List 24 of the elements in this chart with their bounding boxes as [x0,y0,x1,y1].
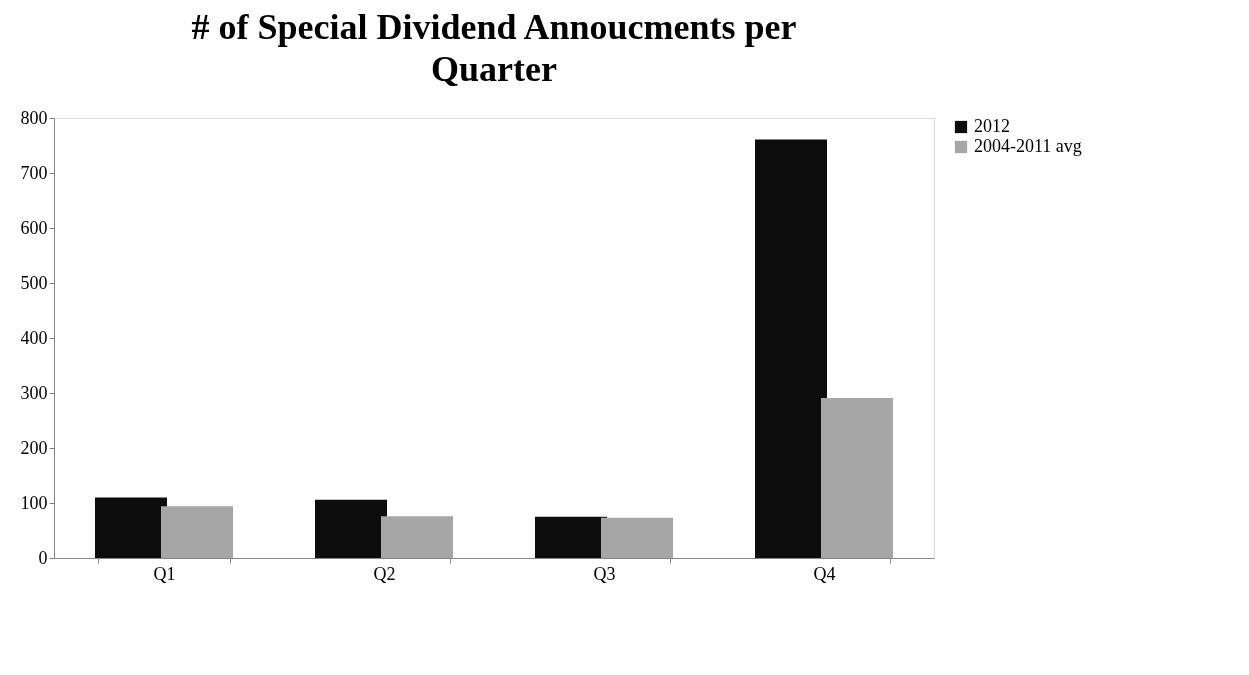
x-tick-label: Q3 [593,563,616,584]
y-tick-label: 600 [20,217,48,238]
bar [601,517,673,558]
bar [381,516,453,558]
y-tick-label: 400 [20,327,48,348]
bar [315,499,387,558]
y-tick-label: 300 [20,382,48,403]
legend-label: 2012 [974,116,1010,136]
bar [755,139,827,558]
x-tick-label: Q2 [373,563,396,584]
y-tick-label: 100 [20,492,48,513]
chart-title: # of Special Dividend Annoucments per Quarter [191,7,797,89]
x-tick-label: Q4 [813,563,836,584]
bar [95,497,167,558]
y-tick-label: 700 [20,162,48,183]
bar [161,506,233,558]
y-tick-label: 800 [20,107,48,128]
y-tick-label: 500 [20,272,48,293]
legend-label: 2004-2011 avg [974,136,1082,156]
bar [821,397,893,558]
bar [535,516,607,558]
x-tick-label: Q1 [153,563,176,584]
y-tick-label: 0 [38,547,48,568]
y-tick-label: 200 [20,437,48,458]
